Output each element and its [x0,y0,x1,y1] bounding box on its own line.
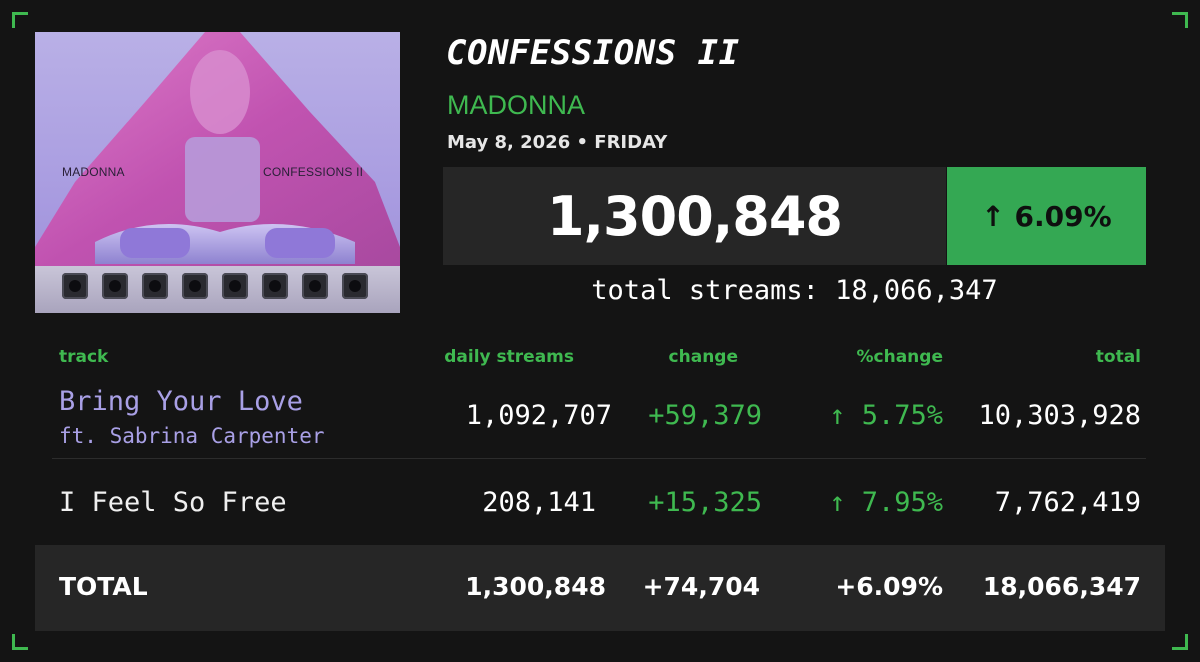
track-daily-streams: 208,141 [482,487,596,518]
cover-artist-text: MADONNA [62,165,125,179]
track-title: Bring Your Love [59,386,303,417]
corner-bracket-bottom-left [12,634,28,650]
track-title: I Feel So Free [59,487,287,518]
column-header-change: change [668,347,738,367]
speaker-icon [182,273,208,299]
column-header-track: track [59,347,109,367]
corner-bracket-top-left [12,12,28,28]
track-change: +59,379 [648,400,762,431]
column-header-percent-change: %change [856,347,944,367]
speaker-icon [222,273,248,299]
artist-name: MADONNA [447,90,586,120]
report-date: May 8, 2026 • FRIDAY [447,132,668,153]
total-row-change: +74,704 [642,572,760,601]
total-row-label: TOTAL [59,572,148,601]
corner-bracket-top-right [1172,12,1188,28]
cover-figure-illustration [35,32,400,272]
album-cover: MADONNA CONFESSIONS II [35,32,400,313]
column-header-total: total [1095,347,1141,367]
total-streams-label: total streams: 18,066,347 [591,275,998,306]
percent-change-badge: ↑ 6.09% [947,167,1146,265]
corner-bracket-bottom-right [1172,634,1188,650]
speaker-icon [62,273,88,299]
track-total: 10,303,928 [978,400,1141,431]
speaker-icon [142,273,168,299]
row-divider [52,458,1146,459]
daily-streams-value: 1,300,848 [546,184,843,248]
cover-album-text: CONFESSIONS II [263,165,364,179]
track-change: +15,325 [648,487,762,518]
column-header-daily-streams: daily streams [444,347,574,367]
cover-speaker-bar [35,266,400,313]
speaker-icon [102,273,128,299]
track-feature: ft. Sabrina Carpenter [59,424,325,448]
total-row [35,545,1165,631]
track-total: 7,762,419 [994,487,1141,518]
speaker-icon [302,273,328,299]
daily-streams-panel: 1,300,848 [443,167,946,265]
track-daily-streams: 1,092,707 [465,400,612,431]
speaker-icon [262,273,288,299]
total-row-total: 18,066,347 [982,572,1141,601]
total-row-percent-change: +6.09% [835,572,943,601]
album-title: CONFESSIONS II [446,33,740,73]
speaker-icon [342,273,368,299]
track-percent-change: ↑ 7.95% [829,487,943,518]
track-percent-change: ↑ 5.75% [829,400,943,431]
total-row-daily-streams: 1,300,848 [465,572,606,601]
